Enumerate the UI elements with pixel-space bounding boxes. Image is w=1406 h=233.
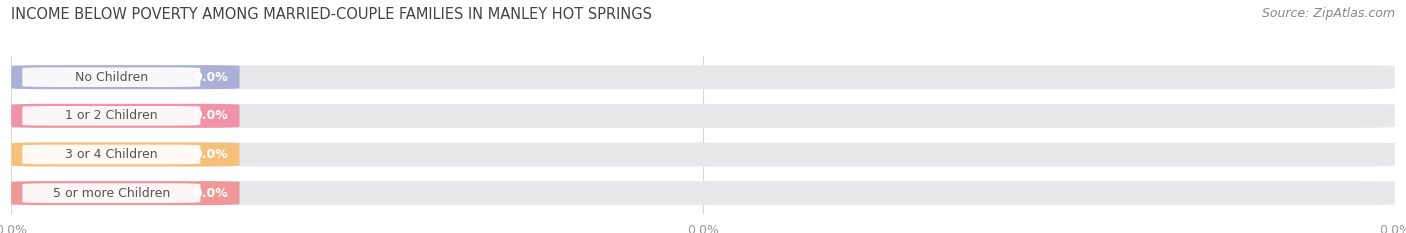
Text: 3 or 4 Children: 3 or 4 Children (65, 148, 157, 161)
FancyBboxPatch shape (22, 183, 201, 203)
FancyBboxPatch shape (22, 145, 201, 164)
Text: INCOME BELOW POVERTY AMONG MARRIED-COUPLE FAMILIES IN MANLEY HOT SPRINGS: INCOME BELOW POVERTY AMONG MARRIED-COUPL… (11, 7, 652, 22)
Text: 0.0%: 0.0% (194, 187, 228, 200)
Text: 1 or 2 Children: 1 or 2 Children (65, 109, 157, 122)
Text: 0.0%: 0.0% (194, 109, 228, 122)
FancyBboxPatch shape (11, 104, 1395, 128)
Text: 5 or more Children: 5 or more Children (52, 187, 170, 200)
Text: Source: ZipAtlas.com: Source: ZipAtlas.com (1261, 7, 1395, 20)
Text: 0.0%: 0.0% (194, 71, 228, 84)
FancyBboxPatch shape (11, 65, 239, 89)
FancyBboxPatch shape (22, 67, 201, 87)
Text: 0.0%: 0.0% (194, 148, 228, 161)
FancyBboxPatch shape (11, 143, 1395, 166)
FancyBboxPatch shape (11, 104, 239, 128)
FancyBboxPatch shape (11, 143, 239, 166)
FancyBboxPatch shape (11, 181, 1395, 205)
Text: No Children: No Children (75, 71, 148, 84)
FancyBboxPatch shape (11, 65, 1395, 89)
FancyBboxPatch shape (11, 181, 239, 205)
FancyBboxPatch shape (22, 106, 201, 126)
